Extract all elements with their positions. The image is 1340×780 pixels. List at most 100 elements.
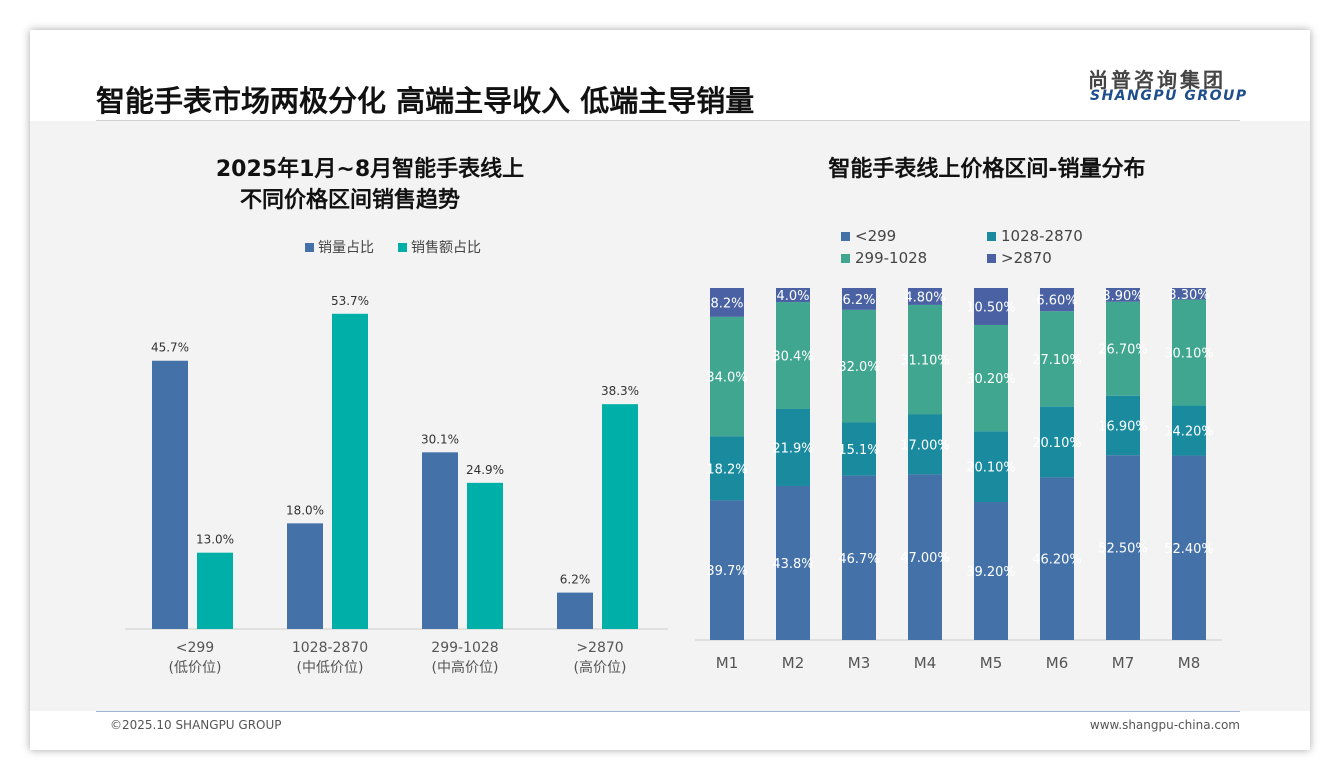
legend-label: 销量占比 bbox=[318, 240, 374, 256]
data-label: 39.20% bbox=[966, 565, 1016, 580]
data-label: 45.7% bbox=[151, 341, 189, 355]
x-tick-label: M7 bbox=[1112, 654, 1135, 672]
footer-divider bbox=[96, 711, 1240, 712]
x-tick-label: M2 bbox=[782, 654, 805, 672]
stacked-bar-segment bbox=[974, 288, 1008, 325]
stacked-bar-segment bbox=[710, 288, 744, 317]
data-label: 46.7% bbox=[838, 552, 879, 567]
footer-url: www.shangpu-china.com bbox=[1089, 718, 1240, 732]
stacked-bar-segment bbox=[842, 288, 876, 310]
bar-销量占比 bbox=[152, 360, 188, 629]
data-label: 18.2% bbox=[706, 462, 747, 477]
data-label: 31.10% bbox=[900, 354, 950, 369]
legend-swatch bbox=[987, 232, 996, 241]
data-label: 3.30% bbox=[1168, 288, 1209, 303]
x-tick-sublabel: (低价位) bbox=[169, 660, 222, 676]
stacked-bar-segment bbox=[842, 309, 876, 423]
x-tick-label: 1028-2870 bbox=[292, 640, 368, 656]
data-label: 6.60% bbox=[1036, 294, 1077, 309]
stacked-bar-segment bbox=[1106, 455, 1140, 640]
data-label: 26.70% bbox=[1098, 343, 1148, 358]
data-label: 46.20% bbox=[1032, 553, 1082, 568]
stacked-bar-segment bbox=[974, 431, 1008, 503]
data-label: 8.2% bbox=[710, 296, 743, 311]
legend-swatch bbox=[398, 243, 407, 252]
legend-swatch bbox=[841, 232, 850, 241]
stacked-bar-segment bbox=[1040, 477, 1074, 640]
x-tick-label: 299-1028 bbox=[431, 640, 498, 656]
stacked-bar-segment bbox=[1172, 299, 1206, 406]
x-tick-label: M3 bbox=[848, 654, 871, 672]
data-label: 30.20% bbox=[966, 372, 1016, 387]
stacked-bar-segment bbox=[776, 485, 810, 640]
x-tick-sublabel: (高价位) bbox=[574, 659, 627, 676]
data-label: 20.10% bbox=[966, 461, 1016, 476]
data-label: 18.0% bbox=[286, 503, 324, 517]
legend-label: 销售额占比 bbox=[411, 240, 481, 256]
footer-copyright: ©2025.10 SHANGPU GROUP bbox=[110, 718, 282, 732]
legend-swatch bbox=[987, 254, 996, 263]
data-label: 4.0% bbox=[776, 289, 809, 304]
data-label: 47.00% bbox=[900, 551, 950, 566]
data-label: 13.0% bbox=[196, 533, 234, 547]
legend-label: >2870 bbox=[1001, 249, 1052, 267]
data-label: 30.1% bbox=[421, 432, 459, 446]
stacked-bar-segment bbox=[710, 316, 744, 437]
stacked-bar-segment bbox=[974, 324, 1008, 432]
data-label: 14.20% bbox=[1164, 425, 1214, 440]
data-label: 32.0% bbox=[838, 360, 879, 375]
x-tick-sublabel: (中高价位) bbox=[432, 659, 499, 676]
stacked-bar-segment bbox=[776, 408, 810, 486]
legend-label: <299 bbox=[855, 227, 896, 245]
data-label: 43.8% bbox=[772, 557, 813, 572]
stacked-bar-segment bbox=[776, 302, 810, 409]
content-area bbox=[30, 121, 1310, 711]
stacked-bar-segment bbox=[974, 502, 1008, 640]
stacked-bar-segment bbox=[1106, 288, 1140, 302]
data-label: 53.7% bbox=[331, 294, 369, 308]
x-tick-label: >2870 bbox=[576, 640, 623, 656]
data-label: 24.9% bbox=[466, 463, 504, 477]
bar-销量占比 bbox=[287, 523, 323, 629]
legend-swatch bbox=[841, 254, 850, 263]
x-tick-label: M6 bbox=[1046, 654, 1069, 672]
x-tick-label: M4 bbox=[914, 654, 937, 672]
x-tick-label: M1 bbox=[716, 654, 739, 672]
stacked-bar-segment bbox=[1106, 395, 1140, 456]
data-label: 10.50% bbox=[966, 300, 1016, 315]
data-label: 27.10% bbox=[1032, 353, 1082, 368]
data-label: 34.0% bbox=[706, 371, 747, 386]
stacked-bar-segment bbox=[776, 288, 810, 303]
logo-en: SHANGPU GROUP bbox=[1090, 88, 1248, 104]
data-label: 4.80% bbox=[904, 290, 945, 305]
data-label: 21.9% bbox=[772, 441, 813, 456]
stacked-bar-segment bbox=[908, 414, 942, 475]
bar-销售额占比 bbox=[197, 552, 233, 629]
stacked-bar-segment bbox=[908, 474, 942, 640]
data-label: 30.4% bbox=[772, 350, 813, 365]
data-label: 38.3% bbox=[601, 384, 639, 398]
bar-销量占比 bbox=[557, 592, 593, 629]
left-chart-title-line1: 2025年1月~8月智能手表线上 bbox=[216, 156, 524, 182]
stacked-bar-segment bbox=[1040, 406, 1074, 478]
data-label: 6.2% bbox=[560, 573, 591, 587]
stacked-bar-segment bbox=[908, 304, 942, 415]
stacked-bar-segment bbox=[842, 422, 876, 476]
x-tick-sublabel: (中低价位) bbox=[297, 660, 364, 676]
title-divider bbox=[96, 120, 1240, 121]
legend-swatch bbox=[305, 243, 314, 252]
stacked-bar-segment bbox=[842, 475, 876, 640]
bar-销量占比 bbox=[422, 452, 458, 629]
x-tick-label: M8 bbox=[1178, 654, 1201, 672]
stacked-bar-segment bbox=[908, 288, 942, 305]
logo-cn: 尚普咨询集团 bbox=[1088, 68, 1226, 92]
data-label: 20.10% bbox=[1032, 436, 1082, 451]
stacked-bar-segment bbox=[710, 436, 744, 501]
page-title: 智能手表市场两极分化 高端主导收入 低端主导销量 bbox=[96, 84, 755, 118]
data-label: 52.50% bbox=[1098, 542, 1148, 557]
bar-销售额占比 bbox=[332, 313, 368, 629]
stacked-bar-segment bbox=[1040, 311, 1074, 407]
bar-销售额占比 bbox=[467, 482, 503, 629]
stacked-bar-segment bbox=[1106, 301, 1140, 396]
